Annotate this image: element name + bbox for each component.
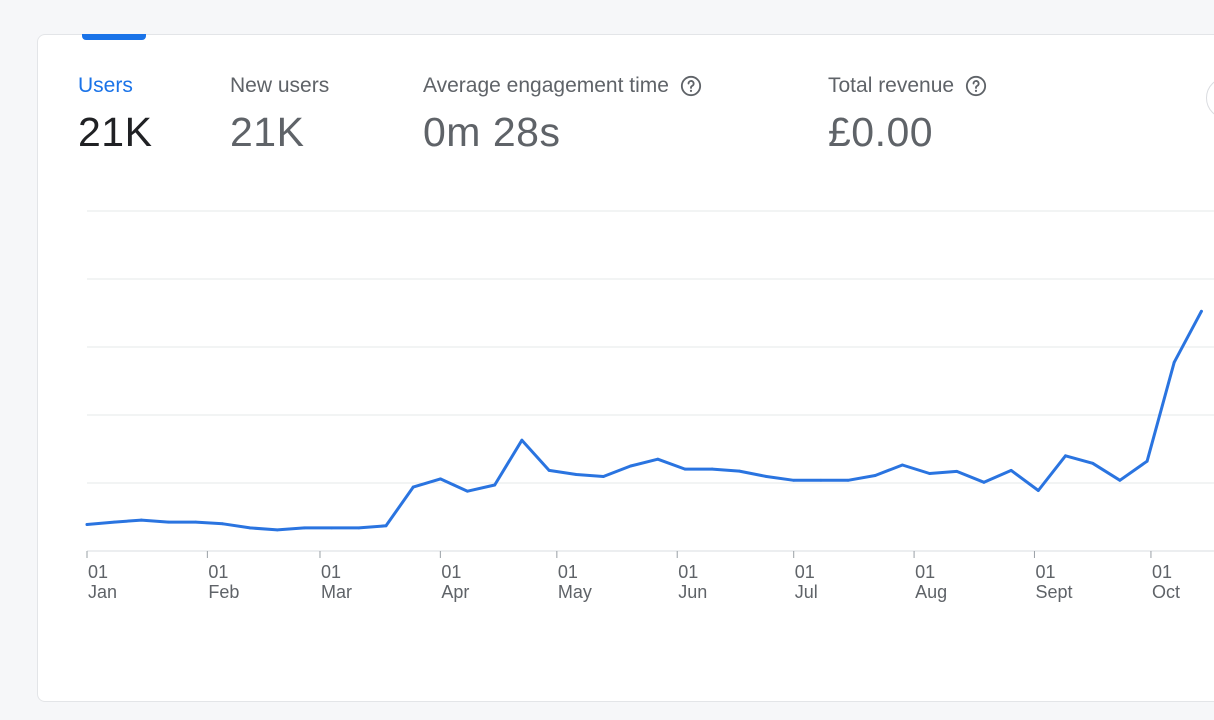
help-circle-icon[interactable] [965, 75, 987, 97]
metric-users[interactable]: Users 21K [78, 73, 152, 156]
active-tab-indicator [82, 34, 146, 40]
metric-users-value: 21K [78, 109, 153, 155]
metric-total-revenue-label: Total revenue [828, 74, 955, 97]
metric-total-revenue-label-row: Total revenue [828, 73, 987, 99]
metric-total-revenue-value: £0.00 [828, 109, 934, 155]
metric-avg-engagement-label-row: Average engagement time [423, 73, 702, 99]
metric-users-label: Users [78, 74, 133, 97]
metric-avg-engagement-label: Average engagement time [423, 74, 669, 97]
metric-avg-engagement-value: 0m 28s [423, 109, 561, 155]
metric-total-revenue[interactable]: Total revenue £0.00 [828, 73, 987, 156]
metric-new-users-label: New users [230, 74, 330, 97]
metric-new-users[interactable]: New users 21K [230, 73, 329, 156]
chart-options-button[interactable] [1206, 77, 1214, 119]
metric-avg-engagement-time[interactable]: Average engagement time 0m 28s [423, 73, 702, 156]
help-circle-icon[interactable] [680, 75, 702, 97]
users-overview-card: Users 21K New users 21K Average engageme… [37, 34, 1214, 702]
metric-new-users-value: 21K [230, 109, 305, 155]
